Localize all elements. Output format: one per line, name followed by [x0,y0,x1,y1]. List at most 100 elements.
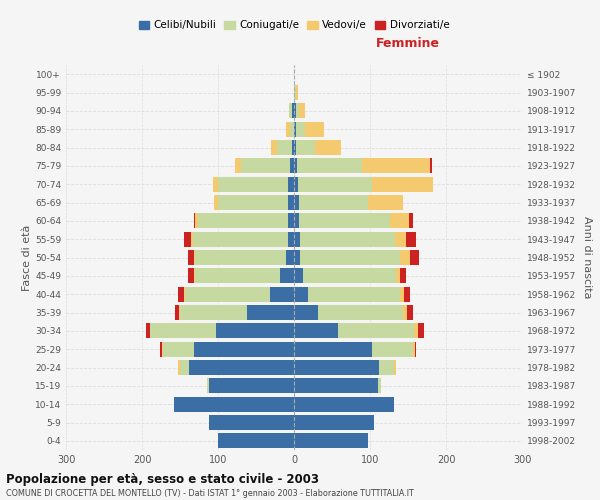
Bar [194,268,195,283]
Bar [294,324,338,338]
Bar [235,158,241,174]
Bar [294,250,300,265]
Bar [146,324,149,338]
Bar [149,324,217,338]
Bar [194,342,294,356]
Bar [404,286,410,302]
Bar [218,195,288,210]
Bar [208,378,209,394]
Bar [394,360,396,375]
Bar [298,176,372,192]
Legend: Celibi/Nubili, Coniugati/e, Vedovi/e, Divorziati/e: Celibi/Nubili, Coniugati/e, Vedovi/e, Di… [134,16,454,34]
Bar [400,268,406,283]
Text: COMUNE DI CROCETTA DEL MONTELLO (TV) - Dati ISTAT 1° gennaio 2003 - Elaborazione: COMUNE DI CROCETTA DEL MONTELLO (TV) - D… [6,489,414,498]
Bar [214,195,218,210]
Bar [299,214,390,228]
Bar [191,232,193,246]
Bar [400,250,410,265]
Bar [413,342,415,356]
Bar [294,232,300,246]
Bar [296,85,298,100]
Text: Femmine: Femmine [376,36,440,50]
Bar [377,378,382,394]
Bar [314,140,341,155]
Bar [371,342,413,356]
Bar [198,214,288,228]
Bar [409,214,413,228]
Bar [184,232,191,246]
Bar [288,232,294,246]
Bar [269,286,294,302]
Bar [297,158,362,174]
Bar [338,324,414,338]
Bar [294,305,319,320]
Bar [286,250,294,265]
Bar [178,360,180,375]
Bar [241,158,290,174]
Bar [218,434,294,448]
Bar [294,342,371,356]
Bar [180,360,189,375]
Bar [294,286,308,302]
Bar [292,104,294,118]
Bar [372,176,433,192]
Bar [294,140,296,155]
Bar [294,195,299,210]
Bar [403,305,407,320]
Bar [294,158,297,174]
Bar [296,122,305,136]
Bar [415,342,416,356]
Bar [162,342,163,356]
Bar [174,396,294,411]
Bar [410,250,419,265]
Bar [247,305,294,320]
Bar [390,214,409,228]
Bar [179,305,180,320]
Bar [194,214,195,228]
Bar [277,140,292,155]
Bar [280,268,294,283]
Bar [180,305,247,320]
Bar [430,158,431,174]
Bar [294,378,377,394]
Bar [217,324,294,338]
Bar [418,324,424,338]
Bar [294,85,296,100]
Bar [271,140,277,155]
Bar [184,286,185,302]
Bar [296,104,299,118]
Bar [178,286,184,302]
Bar [188,250,194,265]
Bar [319,305,403,320]
Bar [294,268,303,283]
Bar [195,268,280,283]
Bar [294,360,379,375]
Bar [289,104,292,118]
Bar [175,305,179,320]
Bar [362,158,430,174]
Bar [286,122,290,136]
Bar [290,158,294,174]
Bar [396,268,400,283]
Bar [218,176,288,192]
Bar [209,415,294,430]
Bar [294,415,374,430]
Bar [195,214,198,228]
Bar [195,250,286,265]
Bar [288,176,294,192]
Bar [395,232,406,246]
Y-axis label: Anni di nascita: Anni di nascita [581,216,592,298]
Text: Popolazione per età, sesso e stato civile - 2003: Popolazione per età, sesso e stato civil… [6,472,319,486]
Bar [294,434,368,448]
Bar [294,396,394,411]
Bar [160,342,162,356]
Bar [308,286,400,302]
Bar [296,140,314,155]
Bar [400,286,404,302]
Bar [188,268,194,283]
Bar [299,195,368,210]
Bar [193,232,288,246]
Bar [300,232,395,246]
Y-axis label: Fasce di età: Fasce di età [22,224,32,290]
Bar [294,214,299,228]
